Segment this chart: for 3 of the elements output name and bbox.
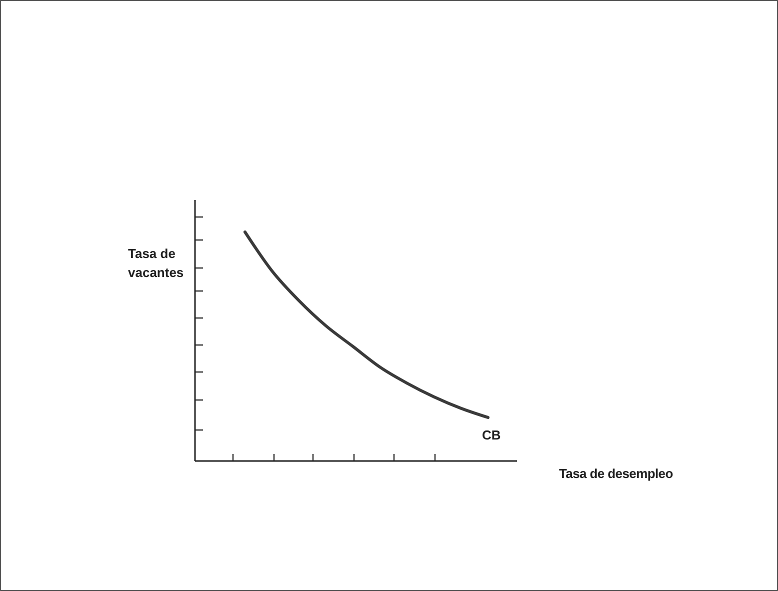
- x-axis-title: Tasa de desempleo: [559, 466, 674, 481]
- series-label: CB: [482, 427, 501, 442]
- y-axis-title: Tasa de vacantes: [128, 246, 184, 280]
